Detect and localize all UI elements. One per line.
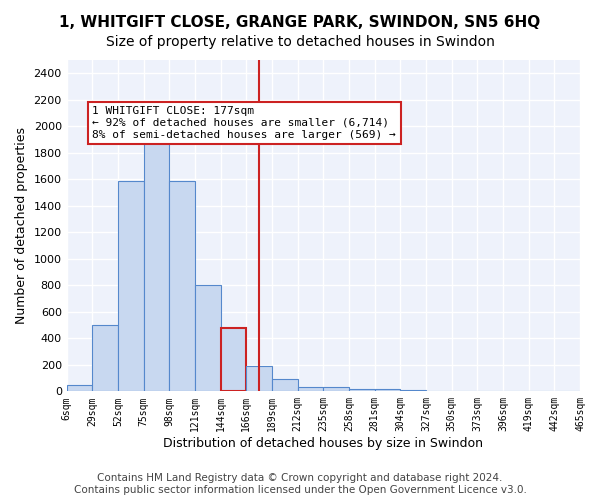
Bar (529, 390, 554, 392)
Bar (400, 390, 426, 392)
Bar (452, 390, 478, 392)
Bar (67, 384, 92, 392)
Text: 1, WHITGIFT CLOSE, GRANGE PARK, SWINDON, SN5 6HQ: 1, WHITGIFT CLOSE, GRANGE PARK, SWINDON,… (59, 15, 541, 30)
Bar (272, 380, 298, 392)
Bar (118, 180, 143, 392)
Bar (478, 390, 503, 392)
Text: 1 WHITGIFT CLOSE: 177sqm
← 92% of detached houses are smaller (6,714)
8% of semi: 1 WHITGIFT CLOSE: 177sqm ← 92% of detach… (92, 106, 396, 140)
Bar (221, 328, 247, 392)
Text: Contains HM Land Registry data © Crown copyright and database right 2024.
Contai: Contains HM Land Registry data © Crown c… (74, 474, 526, 495)
Text: Size of property relative to detached houses in Swindon: Size of property relative to detached ho… (106, 35, 494, 49)
Bar (323, 388, 349, 392)
Bar (374, 388, 400, 392)
Bar (143, 133, 169, 392)
Bar (426, 390, 452, 392)
Bar (554, 390, 580, 392)
Bar (169, 180, 195, 392)
Y-axis label: Number of detached properties: Number of detached properties (15, 127, 28, 324)
Bar (503, 390, 529, 392)
Bar (92, 325, 118, 392)
X-axis label: Distribution of detached houses by size in Swindon: Distribution of detached houses by size … (163, 437, 484, 450)
Bar (195, 286, 221, 392)
Bar (247, 366, 272, 392)
Bar (298, 386, 323, 392)
Bar (349, 388, 374, 392)
